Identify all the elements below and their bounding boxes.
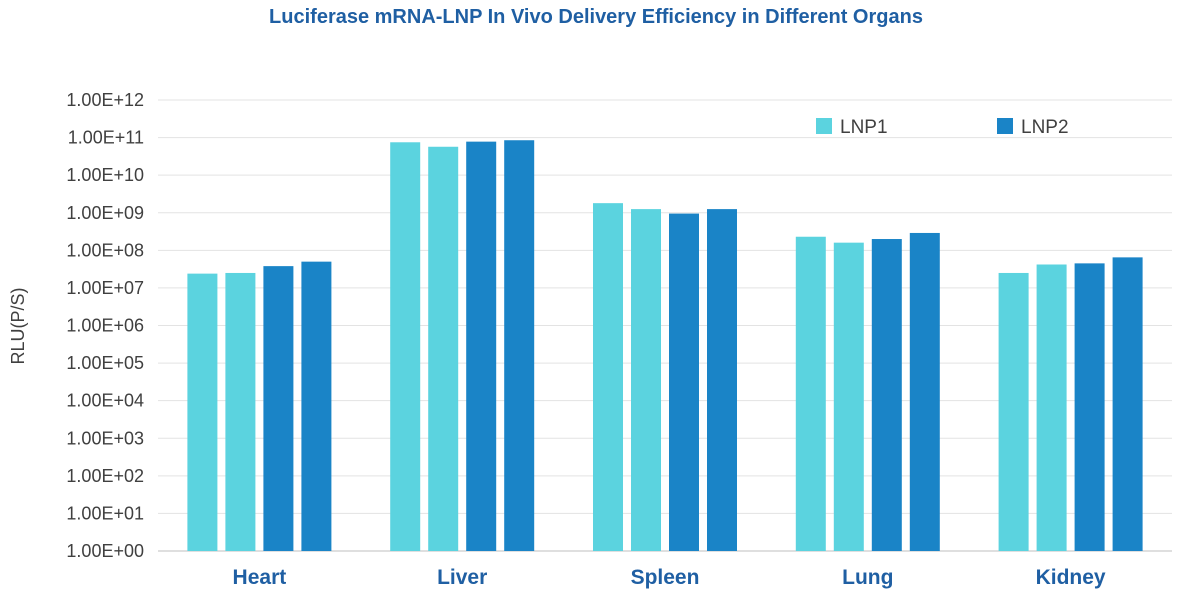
bar-spleen-3 bbox=[669, 213, 699, 551]
y-tick-label: 1.00E+09 bbox=[66, 203, 144, 223]
y-tick-label: 1.00E+06 bbox=[66, 316, 144, 336]
bar-spleen-4 bbox=[707, 209, 737, 552]
y-tick-label: 1.00E+07 bbox=[66, 278, 144, 298]
bar-lung-3 bbox=[871, 239, 902, 551]
bar-liver-4 bbox=[504, 140, 535, 551]
bar-kidney-3 bbox=[1074, 263, 1105, 551]
legend: LNP1 LNP2 bbox=[816, 117, 1069, 138]
y-tick-label: 1.00E+02 bbox=[66, 466, 144, 486]
bar-liver-3 bbox=[466, 141, 497, 551]
bar-kidney-2 bbox=[1036, 264, 1067, 551]
chart-title: Luciferase mRNA-LNP In Vivo Delivery Eff… bbox=[269, 6, 923, 28]
x-axis-categories: Heart Liver Spleen Lung Kidney bbox=[233, 566, 1106, 589]
y-tick-label: 1.00E+03 bbox=[66, 428, 144, 448]
y-axis-ticks: 1.00E+00 1.00E+01 1.00E+02 1.00E+03 1.00E+04… bbox=[66, 90, 144, 561]
y-tick-label: 1.00E+05 bbox=[66, 353, 144, 373]
bar-heart-3 bbox=[263, 266, 294, 551]
bar-lung-4 bbox=[909, 232, 940, 551]
bar-liver-1 bbox=[390, 142, 421, 552]
legend-label: LNP2 bbox=[1021, 117, 1069, 138]
bar-spleen-1 bbox=[593, 203, 623, 551]
legend-swatch bbox=[816, 118, 832, 134]
bar-lung-2 bbox=[833, 242, 864, 552]
bar-liver-2 bbox=[428, 146, 459, 552]
y-tick-label: 1.00E+04 bbox=[66, 391, 144, 411]
x-category-label: Spleen bbox=[631, 566, 700, 589]
bar-heart-2 bbox=[225, 272, 256, 551]
y-axis-label: RLU(P/S) bbox=[8, 287, 28, 364]
bar-heart-1 bbox=[187, 273, 218, 551]
x-category-label: Lung bbox=[842, 566, 893, 589]
y-tick-label: 1.00E+11 bbox=[68, 128, 144, 148]
y-tick-label: 1.00E+08 bbox=[66, 240, 144, 260]
bar-kidney-1 bbox=[998, 272, 1029, 551]
y-tick-label: 1.00E+12 bbox=[66, 90, 144, 110]
bars bbox=[187, 140, 1143, 552]
bar-kidney-4 bbox=[1112, 257, 1143, 551]
y-tick-label: 1.00E+10 bbox=[66, 165, 144, 185]
legend-swatch bbox=[997, 118, 1013, 134]
y-tick-label: 1.00E+00 bbox=[66, 541, 144, 561]
bar-lung-1 bbox=[795, 236, 826, 551]
x-category-label: Heart bbox=[233, 566, 287, 589]
bar-spleen-2 bbox=[631, 209, 661, 552]
legend-label: LNP1 bbox=[840, 117, 888, 138]
y-tick-label: 1.00E+01 bbox=[66, 503, 144, 523]
bar-heart-4 bbox=[301, 261, 332, 551]
x-category-label: Kidney bbox=[1036, 566, 1106, 589]
x-category-label: Liver bbox=[437, 566, 487, 589]
